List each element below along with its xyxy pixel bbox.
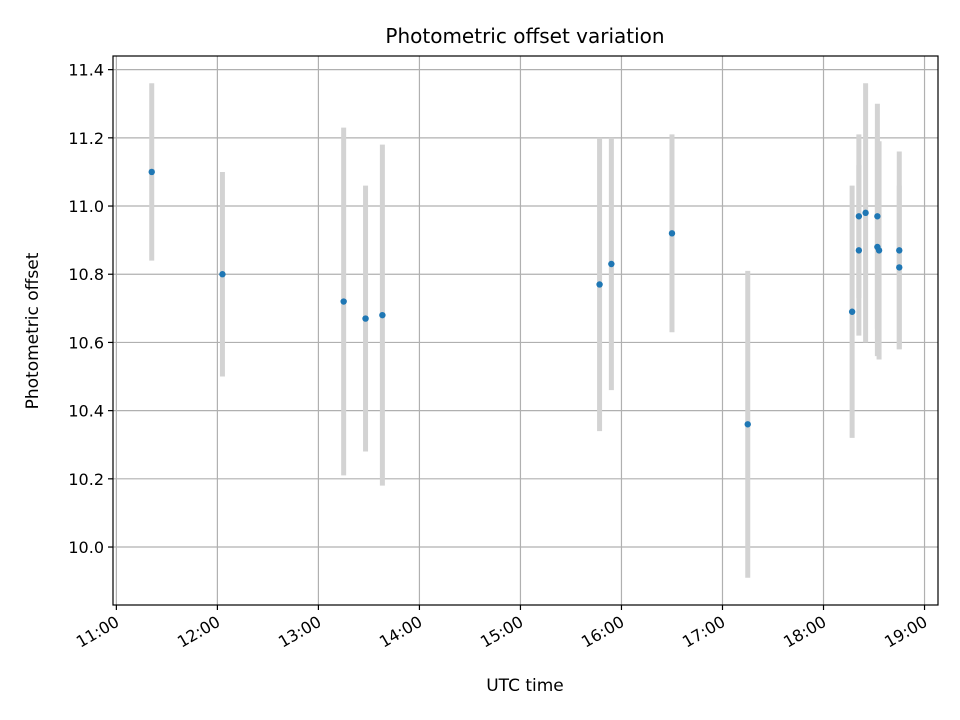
chart-title: Photometric offset variation <box>385 24 664 48</box>
y-axis-label: Photometric offset <box>23 252 43 409</box>
y-tick-label: 10.0 <box>68 538 104 557</box>
data-point <box>896 264 903 271</box>
y-tick-label: 10.6 <box>68 333 104 352</box>
data-point <box>219 271 226 278</box>
data-point <box>362 315 369 322</box>
y-tick-label: 10.2 <box>68 470 104 489</box>
y-tick-label: 11.0 <box>68 197 104 216</box>
data-point <box>744 421 751 428</box>
data-point <box>896 247 903 254</box>
data-point <box>379 311 386 319</box>
point-layer <box>148 168 903 428</box>
data-point <box>874 213 881 220</box>
data-point <box>848 308 856 315</box>
x-axis-label: UTC time <box>486 676 564 696</box>
y-tick-label: 11.4 <box>68 61 104 80</box>
data-point <box>862 209 869 217</box>
data-point <box>596 281 603 288</box>
data-point <box>668 230 676 237</box>
grid-layer <box>113 56 938 605</box>
data-point <box>608 260 615 268</box>
y-tick-label: 10.8 <box>68 265 104 284</box>
data-point <box>875 247 883 254</box>
plot-frame <box>112 55 939 606</box>
data-point <box>855 213 863 220</box>
data-point <box>340 298 347 305</box>
data-point <box>148 168 155 176</box>
y-tick-label: 11.2 <box>68 129 104 148</box>
y-tick-label: 10.4 <box>68 402 104 421</box>
data-point <box>855 247 863 254</box>
